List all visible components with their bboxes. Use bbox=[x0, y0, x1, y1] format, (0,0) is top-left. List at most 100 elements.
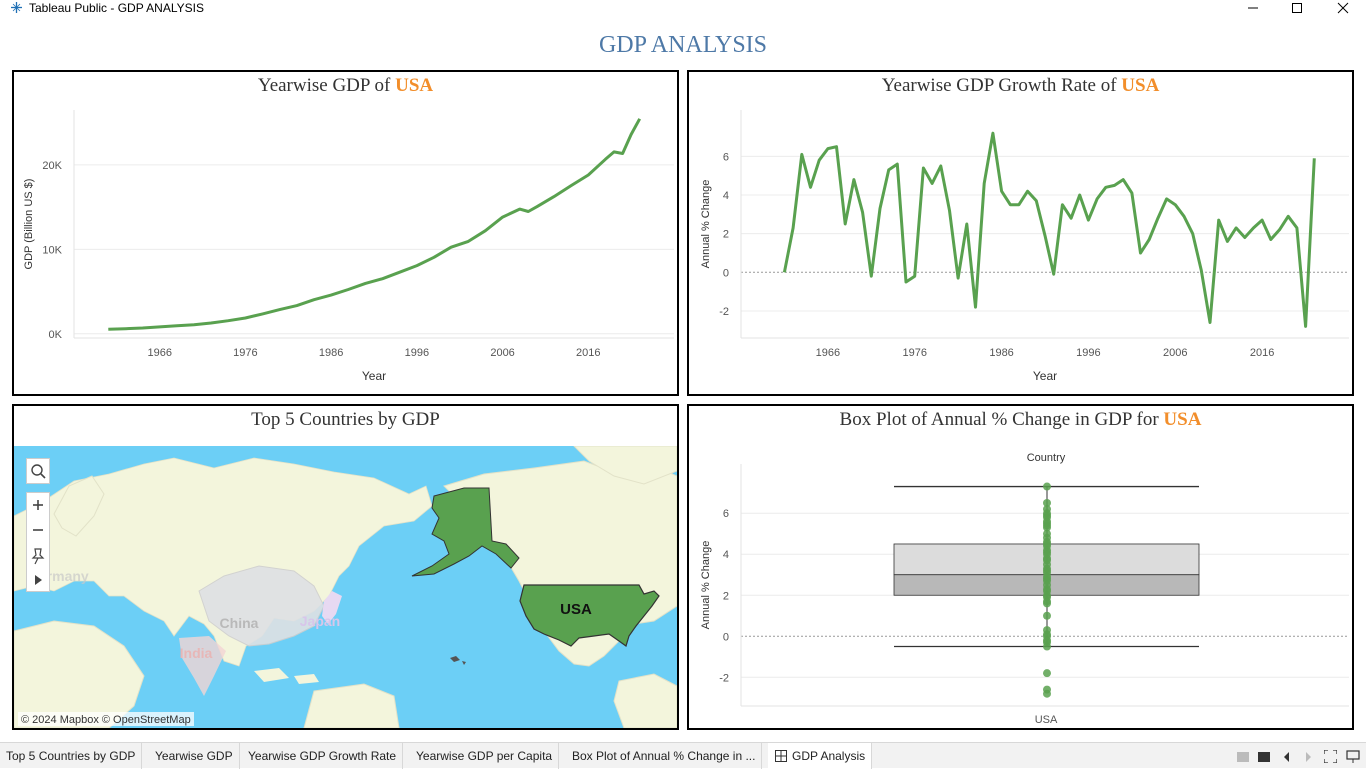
growth-title-text: Yearwise GDP Growth Rate of bbox=[881, 75, 1122, 96]
maximize-icon bbox=[1292, 3, 1302, 13]
y-tick-label: -2 bbox=[719, 306, 729, 318]
x-tick-label: 1986 bbox=[989, 347, 1013, 359]
fullscreen-icon[interactable] bbox=[1324, 750, 1337, 763]
gdp-chart-panel[interactable]: Yearwise GDP of USA 0K 10K 20K 1966 1976 1986… bbox=[12, 70, 679, 396]
presentation-mode-icon[interactable] bbox=[1346, 750, 1360, 763]
minimize-button[interactable] bbox=[1230, 0, 1276, 16]
window-title-bar: Tableau Public - GDP ANALYSIS bbox=[0, 0, 1366, 16]
dashboard-title: GDP ANALYSIS bbox=[598, 32, 768, 58]
play-icon bbox=[35, 575, 42, 585]
y-tick-label: 6 bbox=[723, 508, 729, 520]
map-label-japan: Japan bbox=[300, 613, 340, 629]
filmstrip-view-icon[interactable] bbox=[1237, 752, 1249, 762]
expand-toolbar-button[interactable] bbox=[27, 568, 49, 593]
box-data-point bbox=[1043, 599, 1051, 608]
tab-yearwise-gdp-per-capita[interactable]: Yearwise GDP per Capita bbox=[410, 743, 560, 769]
gdp-title-text: Yearwise GDP of bbox=[257, 75, 396, 96]
maximize-button[interactable] bbox=[1274, 0, 1320, 16]
map-panel[interactable]: Top 5 Countries by GDP USA China Japan I… bbox=[12, 404, 679, 730]
box-data-point bbox=[1043, 611, 1051, 620]
box-data-point bbox=[1043, 482, 1051, 491]
map-search-button[interactable] bbox=[26, 458, 50, 484]
map-label-india: India bbox=[180, 645, 213, 661]
growth-title-country: USA bbox=[1121, 75, 1160, 96]
x-tick-label: 2016 bbox=[576, 347, 600, 359]
minus-icon bbox=[33, 529, 43, 531]
china-region bbox=[198, 565, 325, 647]
search-icon bbox=[31, 464, 46, 479]
y-tick-label: -2 bbox=[719, 672, 729, 684]
x-tick-label: 1966 bbox=[816, 347, 840, 359]
tab-top-5-countries[interactable]: Top 5 Countries by GDP bbox=[0, 743, 143, 769]
growth-chart-title: Yearwise GDP Growth Rate of USA bbox=[689, 75, 1352, 97]
growth-chart-panel[interactable]: Yearwise GDP Growth Rate of USA -2 0 2 4 6 19… bbox=[687, 70, 1354, 396]
boxplot-panel[interactable]: Box Plot of Annual % Change in GDP for U… bbox=[687, 404, 1354, 730]
x-tick-label: 1966 bbox=[147, 347, 171, 359]
x-axis-title: Year bbox=[362, 369, 386, 383]
gdp-chart-title: Yearwise GDP of USA bbox=[14, 75, 677, 97]
y-tick-label: 6 bbox=[723, 151, 729, 163]
column-header: Country bbox=[1027, 452, 1066, 464]
y-tick-label: 0 bbox=[723, 631, 729, 643]
dashboard-icon bbox=[775, 750, 787, 762]
india-region bbox=[179, 636, 226, 696]
series-line bbox=[108, 118, 642, 331]
greenland-landmass bbox=[573, 446, 677, 485]
zoom-in-button[interactable] bbox=[27, 493, 49, 518]
tab-yearwise-gdp-growth-rate[interactable]: Yearwise GDP Growth Rate bbox=[242, 743, 404, 769]
pin-icon bbox=[31, 548, 45, 565]
x-axis-title: Year bbox=[1033, 369, 1057, 383]
y-tick-label: 20K bbox=[42, 160, 62, 172]
y-axis-title: Annual % Change bbox=[700, 541, 712, 630]
gdp-title-country: USA bbox=[395, 75, 434, 96]
box-data-point bbox=[1043, 642, 1051, 651]
australia-landmass bbox=[303, 683, 400, 728]
sheet-tab-bar: Top 5 Countries by GDP Yearwise GDP Year… bbox=[0, 742, 1366, 769]
japan-region bbox=[322, 591, 342, 624]
y-tick-label: 2 bbox=[723, 229, 729, 241]
minimize-icon bbox=[1248, 7, 1258, 9]
x-tick-label: 2016 bbox=[1250, 347, 1274, 359]
y-tick-label: 0K bbox=[49, 329, 63, 341]
close-button[interactable] bbox=[1320, 0, 1366, 16]
x-tick-label: 2006 bbox=[1163, 347, 1187, 359]
box-data-point bbox=[1043, 669, 1051, 678]
tab-box-plot[interactable]: Box Plot of Annual % Change in ... bbox=[566, 743, 763, 769]
x-category-label: USA bbox=[1035, 714, 1058, 726]
boxplot-chart[interactable]: Country -2 0 2 4 6 Annual % Change USA bbox=[689, 406, 1352, 728]
previous-sheet-icon[interactable] bbox=[1283, 752, 1291, 762]
indonesia-islands bbox=[254, 668, 319, 684]
next-sheet-icon[interactable] bbox=[1304, 752, 1312, 762]
tab-gdp-analysis-label: GDP Analysis bbox=[792, 749, 866, 763]
growth-line-chart[interactable]: -2 0 2 4 6 1966 1976 1986 1996 2006 2016 Year Annual… bbox=[689, 72, 1352, 394]
y-tick-label: 0 bbox=[723, 267, 729, 279]
hawaii-islands bbox=[450, 656, 466, 665]
zoom-out-button[interactable] bbox=[27, 518, 49, 543]
x-tick-label: 1996 bbox=[405, 347, 429, 359]
box-data-point bbox=[1043, 689, 1051, 698]
tab-yearwise-gdp[interactable]: Yearwise GDP bbox=[149, 743, 240, 769]
tab-gdp-analysis[interactable]: GDP Analysis bbox=[768, 743, 873, 769]
y-axis-title: GDP (Billion US $) bbox=[23, 179, 35, 270]
map-label-usa: USA bbox=[560, 601, 592, 618]
south-america-landmass bbox=[613, 673, 677, 728]
world-map[interactable]: USA China Japan India Germany © 2024 Map… bbox=[14, 446, 677, 728]
y-tick-label: 4 bbox=[723, 549, 729, 561]
plus-icon bbox=[33, 500, 43, 510]
y-axis-title: Annual % Change bbox=[700, 180, 712, 269]
tableau-app-icon bbox=[11, 2, 22, 13]
pin-map-button[interactable] bbox=[27, 543, 49, 568]
attribution-bg bbox=[18, 712, 194, 726]
map-attribution[interactable]: © 2024 Mapbox © OpenStreetMap bbox=[21, 714, 191, 726]
boxplot-title-country: USA bbox=[1163, 409, 1202, 430]
y-tick-label: 4 bbox=[723, 190, 729, 202]
x-tick-label: 1976 bbox=[233, 347, 257, 359]
map-zoom-controls bbox=[26, 492, 50, 592]
tab-view-icon[interactable] bbox=[1258, 752, 1270, 762]
usa-region bbox=[519, 584, 660, 647]
gdp-line-chart[interactable]: 0K 10K 20K 1966 1976 1986 1996 2006 2016 Year GDP … bbox=[14, 72, 677, 394]
series-line bbox=[782, 131, 1316, 328]
map-label-china: China bbox=[220, 615, 259, 631]
box-data-point bbox=[1043, 498, 1051, 507]
scandinavia-landmass bbox=[53, 475, 105, 537]
